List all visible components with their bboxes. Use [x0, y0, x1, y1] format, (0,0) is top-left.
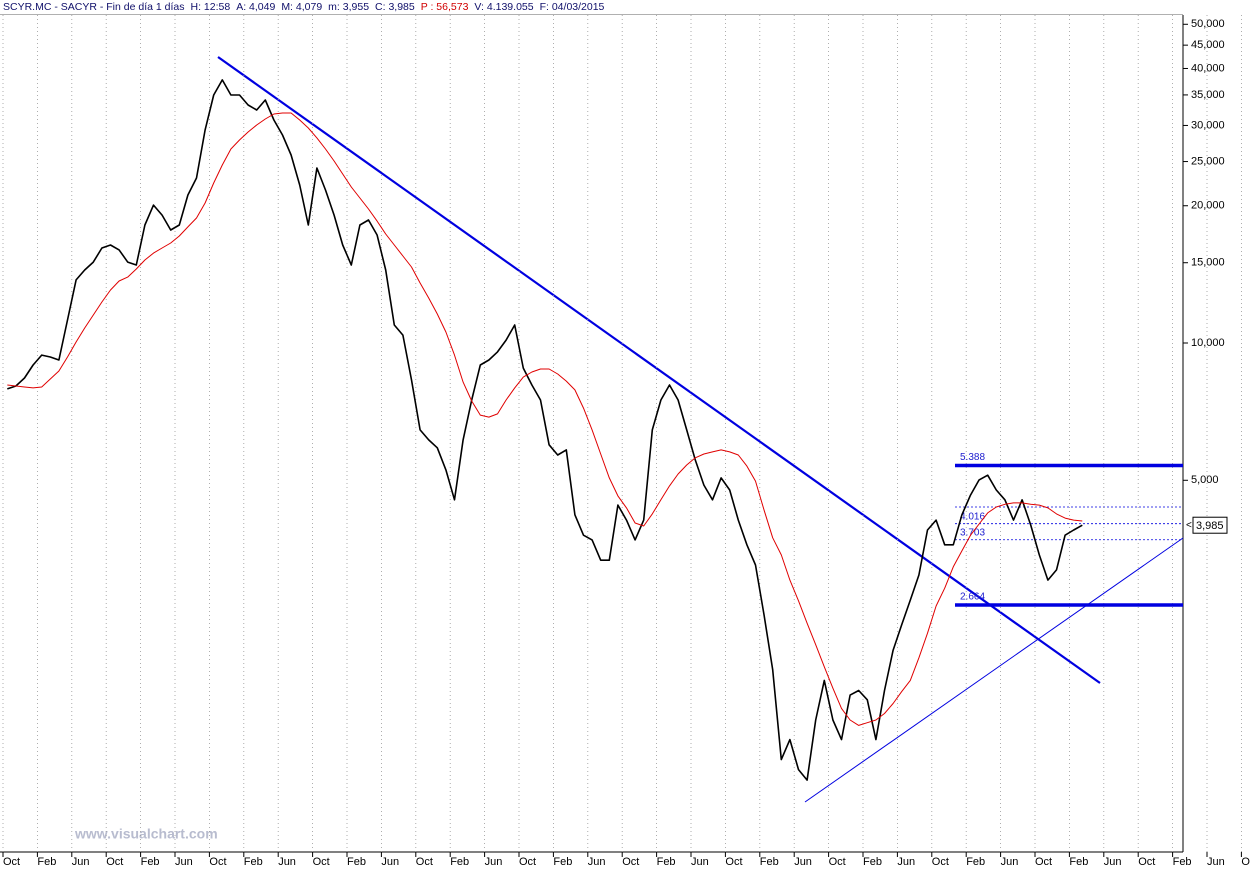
x-tick-label: Jun — [175, 856, 193, 868]
x-tick-label: Oct — [1035, 856, 1052, 868]
x-tick-label: Feb — [553, 856, 572, 868]
y-tick-label: 50,000 — [1191, 18, 1225, 30]
header-item: M: 4,079 — [281, 1, 323, 13]
x-tick-label: Oct — [209, 856, 226, 868]
y-tick-label: 10,000 — [1191, 337, 1225, 349]
header-item: H: 12:58 — [190, 1, 231, 13]
y-tick-label: 15,000 — [1191, 257, 1225, 269]
x-tick-label: Feb — [657, 856, 676, 868]
x-tick-label: Feb — [1173, 856, 1192, 868]
x-tick-label: Oct — [932, 856, 949, 868]
x-tick-label: Jun — [691, 856, 709, 868]
trend-line — [804, 537, 1184, 803]
header-item: A: 4,049 — [236, 1, 276, 13]
x-tick-label: Oct — [725, 856, 742, 868]
x-tick-label: Oct — [416, 856, 433, 868]
x-tick-label: Oct — [3, 856, 20, 868]
last-price-arrow: < — [1186, 520, 1192, 531]
last-price-box — [1192, 516, 1228, 534]
x-tick-label: Jun — [1001, 856, 1019, 868]
x-tick-label: Jun — [278, 856, 296, 868]
price-line — [7, 79, 1083, 781]
moving-average-line — [7, 112, 1083, 726]
trend-line — [217, 56, 1101, 684]
y-tick-label: 45,000 — [1191, 39, 1225, 51]
y-tick-label: 35,000 — [1191, 89, 1225, 101]
header-item: C: 3,985 — [375, 1, 415, 13]
x-tick-label: Feb — [863, 856, 882, 868]
x-tick-label: Oct — [519, 856, 536, 868]
header-item: SCYR.MC - SACYR - Fin de día 1 días — [3, 1, 185, 13]
x-tick-label: Oct — [313, 856, 330, 868]
header-item: P : 56,573 — [420, 1, 469, 13]
x-tick-label: Oct — [622, 856, 639, 868]
x-tick-label: Jun — [485, 856, 503, 868]
x-tick-label: Jun — [72, 856, 90, 868]
header-item: V: 4.139.055 — [474, 1, 534, 13]
x-tick-label: Jun — [381, 856, 399, 868]
level-label: 5.388 — [960, 452, 985, 463]
y-tick-label: 25,000 — [1191, 155, 1225, 167]
last-price-label: 3,985 — [1196, 520, 1224, 532]
last-price-marker: <3,985 — [1186, 516, 1228, 534]
x-tick-label: Feb — [1069, 856, 1088, 868]
level-label: 4.016 — [960, 511, 985, 522]
x-tick-label: Jun — [588, 856, 606, 868]
header-item: F: 04/03/2015 — [539, 1, 605, 13]
y-tick-label: 5,000 — [1191, 474, 1219, 486]
x-tick-label: Oct — [1138, 856, 1155, 868]
header: SCYR.MC - SACYR - Fin de día 1 días H: 12… — [0, 0, 1183, 15]
x-tick-label: Feb — [244, 856, 263, 868]
y-tick-label: 20,000 — [1191, 200, 1225, 212]
x-tick-label: Feb — [37, 856, 56, 868]
x-tick-label: Jun — [1104, 856, 1122, 868]
x-tick-label: Oct — [829, 856, 846, 868]
x-tick-label: Feb — [760, 856, 779, 868]
header-item: m: 3,955 — [328, 1, 370, 13]
x-tick-label: Feb — [966, 856, 985, 868]
x-tick-label: Jun — [794, 856, 812, 868]
x-tick-label: Feb — [347, 856, 366, 868]
watermark: www.visualchart.com — [74, 826, 218, 842]
x-tick-label: Jun — [1207, 856, 1225, 868]
y-tick-label: 30,000 — [1191, 119, 1225, 131]
y-tick-label: 40,000 — [1191, 62, 1225, 74]
x-tick-label: Feb — [450, 856, 469, 868]
x-tick-label: Oct — [1241, 856, 1250, 868]
x-tick-label: Oct — [106, 856, 123, 868]
level-label: 2.664 — [960, 592, 985, 603]
x-tick-label: Feb — [141, 856, 160, 868]
x-tick-label: Jun — [897, 856, 915, 868]
